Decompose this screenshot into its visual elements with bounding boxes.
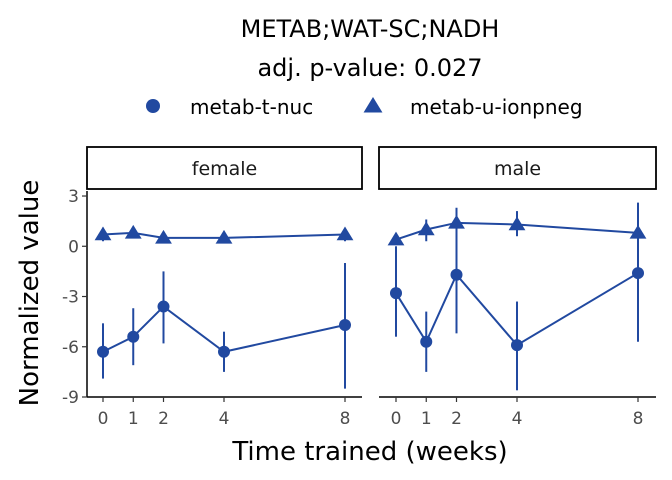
data-point-circle [339,318,351,331]
legend-label: metab-t-nuc [190,95,313,119]
data-point-triangle [387,231,405,246]
facet-strip [86,146,363,190]
panel-male: male 0 1 2 4 8 [378,146,657,429]
y-axis-label: Normalized value [15,180,45,407]
data-point-triangle [448,214,465,229]
x-tick-label: 4 [512,409,523,429]
x-tick-label: 2 [451,409,462,429]
data-point-circle [97,345,109,358]
data-point-triangle [417,221,435,236]
data-point-circle [157,300,170,313]
legend: metab-t-nuc metab-u-ionpneg [146,95,583,119]
legend-marker-circle [146,99,160,113]
data-point-triangle [508,216,526,231]
y-tick-label: 0 [68,237,79,257]
y-tick-label: 3 [68,187,79,207]
data-point-triangle [155,229,172,244]
y-tick-label: -9 [62,388,79,408]
data-point-circle [511,339,523,352]
data-point-triangle [629,224,647,239]
data-point-circle [632,267,644,280]
x-tick-label: 1 [128,409,139,429]
chart-subtitle: adj. p-value: 0.027 [257,54,482,82]
data-point-circle [218,345,230,358]
legend-marker-triangle [363,97,383,113]
data-point-triangle [124,224,142,239]
x-axis-label: Time trained (weeks) [231,437,507,467]
data-point-circle [390,287,402,300]
x-tick-label: 8 [340,409,351,429]
data-point-triangle [336,226,354,241]
facet-strip [378,146,657,190]
data-point-circle [450,268,463,281]
x-tick-label: 0 [98,409,109,429]
x-tick-label: 2 [158,409,169,429]
y-tick-label: -3 [62,288,79,308]
data-point-triangle [215,229,233,244]
data-point-circle [420,335,433,348]
chart-title: METAB;WAT-SC;NADH [241,15,500,43]
data-point-circle [127,330,140,343]
facet-strip-label: female [192,158,258,180]
data-point-triangle [94,226,112,241]
x-tick-label: 0 [391,409,402,429]
panel-female: female 0 1 2 4 8 [86,146,363,429]
x-tick-label: 8 [633,409,644,429]
y-tick-label: -6 [62,338,79,358]
legend-label: metab-u-ionpneg [410,95,583,119]
facet-strip-label: male [494,158,541,180]
x-tick-label: 1 [421,409,432,429]
x-tick-label: 4 [219,409,230,429]
y-axis: 3 0 -3 -6 -9 [62,187,88,408]
